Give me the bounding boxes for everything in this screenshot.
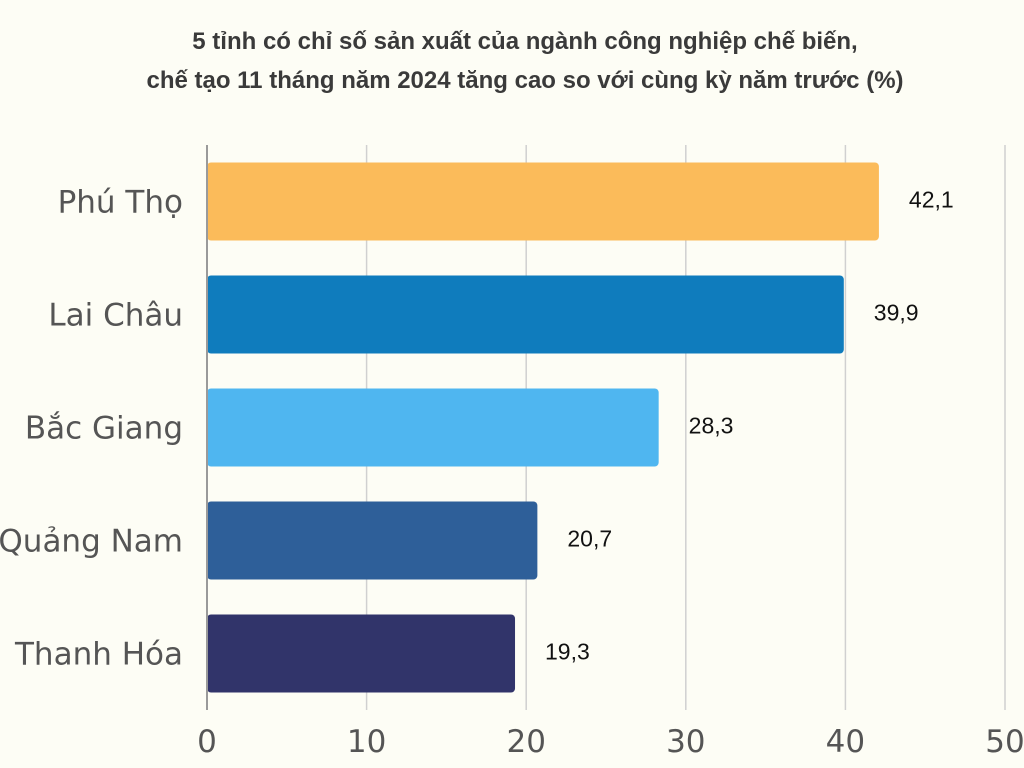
labels: Phú Thọ 42,1 Lai Châu 39,9 Bắc Giang 28,3 Quản… bbox=[0, 185, 1024, 761]
chart-title: 5 tỉnh có chỉ số sản xuất của ngành công… bbox=[0, 22, 1024, 100]
x-tick-label-0: 0 bbox=[197, 724, 217, 760]
x-tick-label-20: 20 bbox=[506, 724, 545, 760]
bars bbox=[207, 162, 879, 693]
category-label-4: Thanh Hóa bbox=[14, 637, 183, 673]
data-label-4: 19,3 bbox=[545, 639, 590, 665]
category-label-3: Quảng Nam bbox=[0, 524, 183, 560]
x-tick-label-50: 50 bbox=[985, 724, 1024, 760]
bar-3 bbox=[207, 501, 538, 580]
bar-4 bbox=[207, 614, 516, 693]
bar-1 bbox=[207, 275, 844, 354]
category-label-2: Bắc Giang bbox=[25, 411, 183, 447]
chart-title-line-2: chế tạo 11 tháng năm 2024 tăng cao so vớ… bbox=[146, 67, 904, 94]
x-tick-label-10: 10 bbox=[347, 724, 386, 760]
data-label-1: 39,9 bbox=[874, 300, 919, 326]
bar-2 bbox=[207, 388, 659, 467]
data-label-0: 42,1 bbox=[909, 187, 954, 213]
bar-0 bbox=[207, 162, 879, 241]
data-label-2: 28,3 bbox=[689, 413, 734, 439]
x-tick-label-30: 30 bbox=[666, 724, 705, 760]
chart-title-line-1: 5 tỉnh có chỉ số sản xuất của ngành công… bbox=[192, 28, 858, 55]
category-label-0: Phú Thọ bbox=[58, 185, 183, 221]
data-label-3: 20,7 bbox=[567, 526, 612, 552]
x-tick-label-40: 40 bbox=[826, 724, 865, 760]
category-label-1: Lai Châu bbox=[48, 298, 183, 334]
